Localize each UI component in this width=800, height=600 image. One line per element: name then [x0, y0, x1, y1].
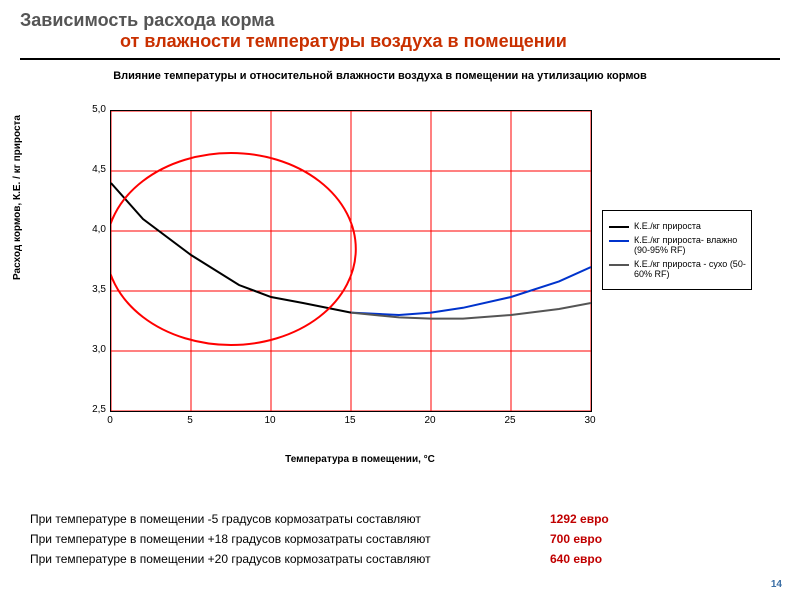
x-tick: 25 [495, 415, 525, 426]
plot-area [110, 110, 592, 412]
y-tick: 4,0 [78, 224, 106, 235]
bullet-text: При температуре в помещении +18 градусов… [30, 532, 550, 546]
legend-swatch [609, 264, 629, 266]
bullet-list: При температуре в помещении -5 градусов … [30, 506, 770, 572]
legend-item: К.Е./кг прироста- влажно (90-95% RF) [607, 235, 747, 255]
legend-label: К.Е./кг прироста - сухо (50-60% RF) [634, 259, 747, 279]
bullet-value: 700 евро [550, 532, 602, 546]
y-tick: 4,5 [78, 164, 106, 175]
bullet-row: При температуре в помещении +20 градусов… [30, 552, 770, 566]
title-block: Зависимость расхода корма от влажности т… [0, 0, 800, 56]
page-number: 14 [771, 579, 782, 590]
bullet-text: При температуре в помещении -5 градусов … [30, 512, 550, 526]
x-tick: 0 [95, 415, 125, 426]
y-tick: 3,0 [78, 344, 106, 355]
y-tick: 2,5 [78, 404, 106, 415]
title-line1: Зависимость расхода корма [20, 10, 780, 31]
chart-title: Влияние температуры и относительной влаж… [50, 70, 710, 84]
legend-swatch [609, 240, 629, 242]
legend-swatch [609, 226, 629, 228]
bullet-value: 640 евро [550, 552, 602, 566]
x-tick: 30 [575, 415, 605, 426]
legend-label: К.Е./кг прироста [634, 221, 701, 231]
y-tick: 3,5 [78, 284, 106, 295]
title-rule [20, 58, 780, 60]
x-tick: 5 [175, 415, 205, 426]
legend-item: К.Е./кг прироста - сухо (50-60% RF) [607, 259, 747, 279]
x-tick: 15 [335, 415, 365, 426]
y-tick: 5,0 [78, 104, 106, 115]
title-line2: от влажности температуры воздуха в помещ… [20, 31, 780, 52]
bullet-row: При температуре в помещении +18 градусов… [30, 532, 770, 546]
legend-label: К.Е./кг прироста- влажно (90-95% RF) [634, 235, 747, 255]
legend-item: К.Е./кг прироста [607, 221, 747, 231]
bullet-text: При температуре в помещении +20 градусов… [30, 552, 550, 566]
y-axis-label: Расход кормов, К.Е. / кг прироста [12, 115, 23, 280]
x-axis-label: Температура в помещении, °C [110, 454, 610, 465]
x-tick: 10 [255, 415, 285, 426]
slide: Зависимость расхода корма от влажности т… [0, 0, 800, 600]
bullet-value: 1292 евро [550, 512, 609, 526]
legend: К.Е./кг прироста К.Е./кг прироста- влажно… [602, 210, 752, 290]
bullet-row: При температуре в помещении -5 градусов … [30, 512, 770, 526]
chart: Влияние температуры и относительной влаж… [50, 70, 750, 470]
x-tick: 20 [415, 415, 445, 426]
